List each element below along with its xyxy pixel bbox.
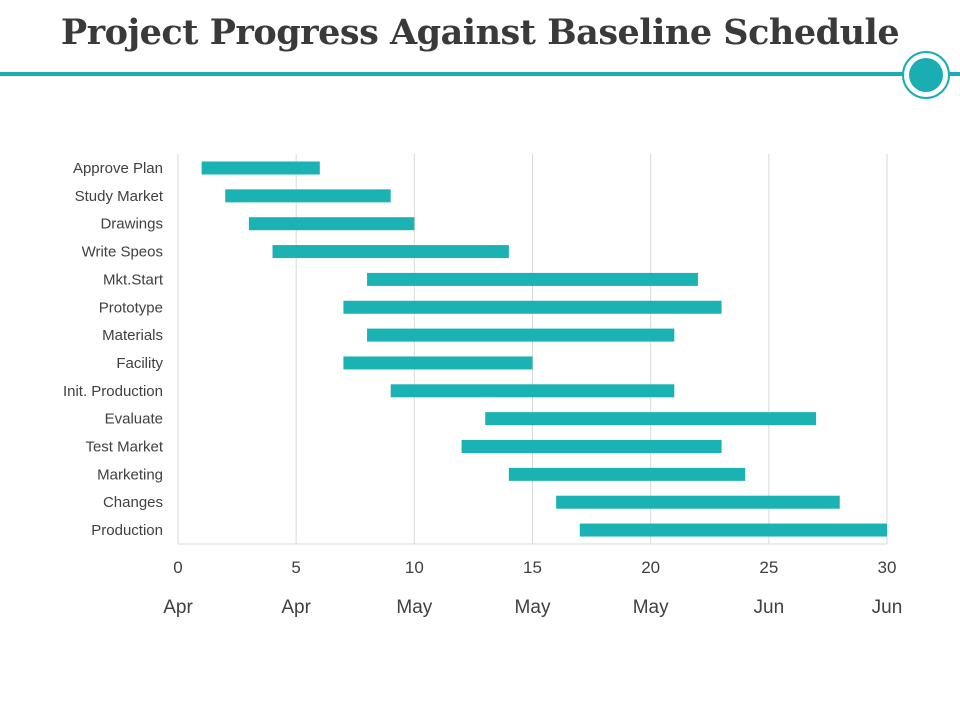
- x-tick-label: 15: [523, 558, 542, 577]
- gantt-bar: [390, 384, 675, 398]
- x-tick-label: 30: [878, 558, 897, 577]
- category-label: Mkt.Start: [103, 271, 164, 288]
- x-tick-label: 10: [405, 558, 424, 577]
- gantt-bar: [461, 440, 722, 453]
- gantt-bar: [248, 217, 415, 231]
- gantt-bar: [556, 495, 840, 509]
- gantt-bar: [579, 523, 887, 537]
- chart-title: Project Progress Against Baseline Schedu…: [60, 12, 900, 53]
- category-label: Marketing: [97, 466, 163, 483]
- month-label: May: [515, 597, 551, 618]
- gantt-bar: [272, 245, 509, 259]
- category-label: Changes: [103, 494, 163, 511]
- category-label: Approve Plan: [73, 160, 163, 177]
- gantt-bar: [225, 189, 391, 203]
- decorative-circle: [902, 51, 950, 99]
- category-label: Evaluate: [105, 411, 163, 428]
- gantt-bar: [367, 272, 698, 286]
- x-tick-label: 5: [291, 558, 300, 577]
- gantt-bar: [485, 412, 817, 426]
- gantt-bar: [343, 356, 533, 370]
- category-label: Test Market: [85, 439, 163, 456]
- gantt-bar: [367, 328, 675, 342]
- gantt-bar: [508, 467, 746, 481]
- month-label: Jun: [872, 597, 903, 618]
- category-label: Write Speos: [82, 244, 163, 261]
- category-label: Production: [91, 522, 163, 539]
- x-tick-label: 25: [759, 558, 778, 577]
- month-label: Apr: [281, 597, 311, 618]
- category-label: Init. Production: [63, 383, 163, 400]
- month-label: Jun: [754, 597, 785, 618]
- month-label: May: [396, 597, 432, 618]
- month-label: Apr: [163, 597, 193, 618]
- decorative-circle-inner: [909, 58, 943, 92]
- x-tick-label: 0: [173, 558, 182, 577]
- category-label: Drawings: [100, 216, 163, 233]
- title-underline: [0, 72, 960, 76]
- category-label: Facility: [116, 355, 163, 372]
- gantt-bar: [201, 161, 320, 175]
- gantt-bar: [343, 300, 722, 314]
- month-label: May: [633, 597, 669, 618]
- category-label: Study Market: [75, 188, 164, 205]
- category-label: Materials: [102, 327, 163, 344]
- category-label: Prototype: [99, 299, 163, 316]
- x-tick-label: 20: [641, 558, 660, 577]
